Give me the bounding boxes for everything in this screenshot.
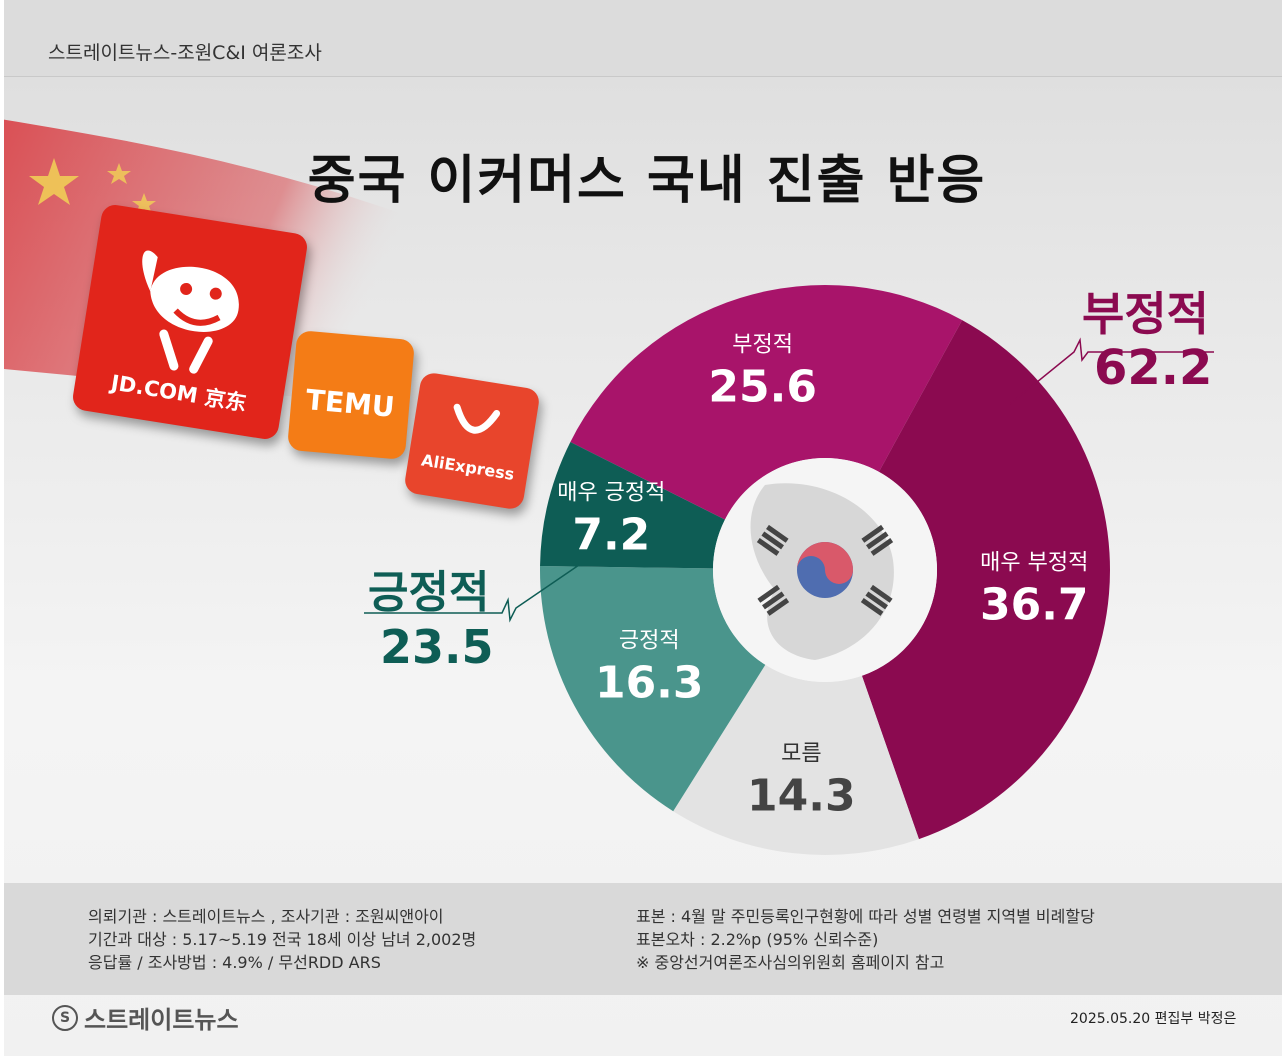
survey-client-line: 의뢰기관 : 스트레이트뉴스 , 조사기관 : 조원씨앤아이 <box>88 907 444 926</box>
slice-value-2: 14.3 <box>747 771 856 822</box>
slice-4 <box>540 441 725 569</box>
credit-line: 2025.05.20 편집부 박정은 <box>1070 1011 1237 1027</box>
slice-value-3: 16.3 <box>595 657 704 708</box>
survey-details-left: 의뢰기관 : 스트레이트뉴스 , 조사기관 : 조원씨앤아이 기간과 대상 : … <box>88 905 476 974</box>
slice-value-0: 25.6 <box>708 361 817 412</box>
trigram-icon <box>757 584 790 616</box>
aliexpress-logo: AliExpress <box>403 371 541 511</box>
survey-period-line: 기간과 대상 : 5.17~5.19 전국 18세 이상 남녀 2,002명 <box>88 930 477 949</box>
slice-value-1: 36.7 <box>980 579 1089 630</box>
slice-label-0: 부정적 <box>732 332 793 357</box>
negative-callout-line <box>1009 337 1214 405</box>
slice-0 <box>570 285 963 520</box>
slice-label-4: 매우 긍정적 <box>557 481 665 506</box>
taegeuk-icon <box>797 542 853 598</box>
slice-1 <box>861 320 1110 840</box>
positive-total-value: 23.5 <box>380 620 494 674</box>
positive-total-label: 긍정적 <box>368 567 490 618</box>
shopping-bag-icon <box>453 403 501 434</box>
sample-line: 표본 : 4월 말 주민등록인구현황에 따라 성별 연령별 지역별 비례할당 <box>636 907 1095 926</box>
trigram-icon <box>860 584 893 616</box>
infographic: 스트레이트뉴스-조원C&I 여론조사 중국 이커머스 국내 진출 반응 JD.C… <box>4 0 1282 1056</box>
survey-details-right: 표본 : 4월 말 주민등록인구현황에 따라 성별 연령별 지역별 비례할당 표… <box>636 905 1095 974</box>
jd-dog-icon <box>142 250 239 374</box>
survey-method-line: 응답률 / 조사방법 : 4.9% / 무선RDD ARS <box>88 953 381 972</box>
survey-info-footer: 의뢰기관 : 스트레이트뉴스 , 조사기관 : 조원씨앤아이 기간과 대상 : … <box>4 883 1282 995</box>
slice-2 <box>673 664 919 856</box>
trigram-icon <box>861 524 894 556</box>
survey-source: 스트레이트뉴스-조원C&I 여론조사 <box>48 42 322 64</box>
negative-total-value: 62.2 <box>1094 340 1213 396</box>
jd-logo: JD.COM 京东 <box>71 203 309 441</box>
slice-label-3: 긍정적 <box>619 628 680 653</box>
margin-of-error-line: 표본오차 : 2.2%p (95% 신뢰수준) <box>636 930 879 949</box>
header-bar: 스트레이트뉴스-조원C&I 여론조사 <box>4 0 1282 77</box>
brand-icon: S <box>52 1004 78 1031</box>
donut-chart: 부정적 25.6 매우 부정적 36.7 모름 14.3 긍정적 16.3 매우 긍정적 7.2 <box>364 285 1214 856</box>
trigram-icon <box>756 524 789 556</box>
slice-label-1: 매우 부정적 <box>980 550 1088 575</box>
reference-note-line: ※ 중앙선거여론조사심의위원회 홈페이지 참고 <box>636 953 945 972</box>
chart-title: 중국 이커머스 국내 진출 반응 <box>307 151 987 211</box>
slice-label-2: 모름 <box>781 742 821 767</box>
negative-total-label: 부정적 <box>1082 287 1209 341</box>
brand-logo: S 스트레이트뉴스 <box>52 1000 239 1035</box>
positive-callout-line <box>364 564 580 623</box>
slice-value-4: 7.2 <box>572 510 650 561</box>
brand-name: 스트레이트뉴스 <box>84 1006 239 1034</box>
slice-3 <box>540 565 766 812</box>
